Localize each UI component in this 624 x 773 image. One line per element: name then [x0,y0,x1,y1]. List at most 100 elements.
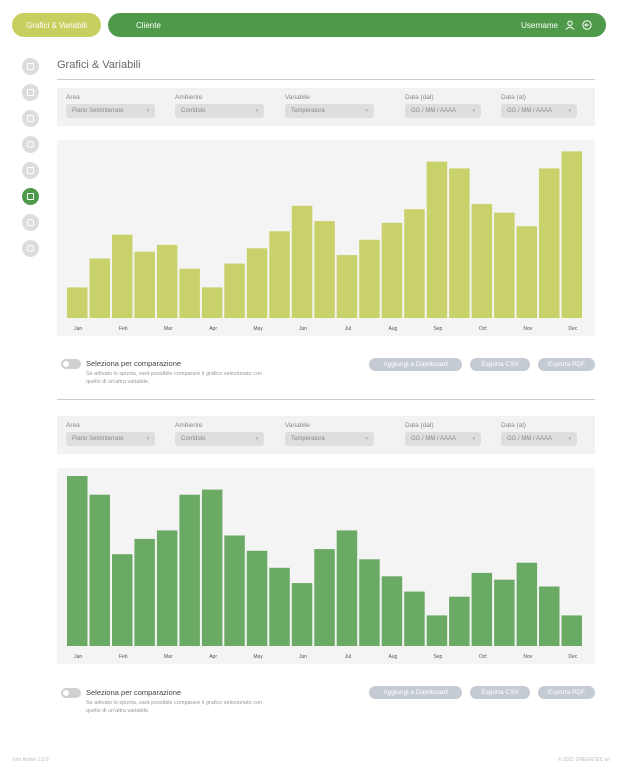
chevron-down-icon: ▾ [365,436,368,442]
bar[interactable] [539,168,560,318]
add-to-dashboard-button[interactable]: Aggiungi a Dashboard [369,358,462,371]
sidebar-item-bell[interactable] [22,214,39,231]
bar[interactable] [516,562,538,646]
data-al-input[interactable]: GG / MM / AAAA ▾ [501,104,577,118]
sidebar-item-settings[interactable] [22,240,39,257]
bar-chart-icon [27,63,34,70]
bar[interactable] [201,287,223,318]
bar[interactable] [156,244,178,318]
ambiente-select[interactable]: Corridoio ▾ [175,432,264,446]
logout-icon[interactable] [582,20,592,30]
bar[interactable] [494,212,515,318]
chevron-down-icon: ▾ [365,108,368,114]
chevron-down-icon: ▾ [568,108,571,114]
variabile-select[interactable]: Temperatura ▾ [285,432,374,446]
bar[interactable] [404,591,425,646]
bar[interactable] [291,205,313,318]
clock-icon [27,141,34,148]
bar[interactable] [201,489,223,646]
add-to-dashboard-button[interactable]: Aggiungi a Dashboard [369,686,462,699]
data-al-input[interactable]: GG / MM / AAAA ▾ [501,432,577,446]
bar[interactable] [156,530,178,646]
chevron-down-icon: ▾ [472,436,475,442]
bar[interactable] [89,494,111,646]
x-tick-label: Sep [433,326,442,332]
compare-description: Se attivato lo spunta, sarà possibile co… [86,371,263,385]
compare-toggle[interactable] [61,688,81,698]
sidebar-item-map[interactable] [22,110,39,127]
export-pdf-button[interactable]: Esporta PDF [538,686,595,699]
bar[interactable] [336,530,358,646]
bar[interactable] [67,476,88,646]
bar[interactable] [134,251,155,318]
chevron-down-icon: ▾ [472,108,475,114]
ambiente-select[interactable]: Corridoio ▾ [175,104,264,118]
bar[interactable] [269,567,290,646]
bar[interactable] [516,226,538,318]
bar[interactable] [314,221,335,318]
bell-icon [27,219,34,226]
area-select[interactable]: Piano Seminterrato ▾ [66,104,155,118]
bar[interactable] [224,263,245,318]
filter-data-al-label: Data (al) [501,94,526,101]
chevron-down-icon: ▾ [146,436,149,442]
bar[interactable] [336,255,358,318]
bar[interactable] [381,576,403,646]
export-csv-button[interactable]: Esporta CSV [470,686,530,699]
sidebar-item-clock[interactable] [22,136,39,153]
x-tick-label: Oct [479,326,487,332]
bar[interactable] [179,268,200,318]
bar[interactable] [112,554,133,646]
divider [57,399,595,400]
bar[interactable] [134,538,155,646]
export-csv-button[interactable]: Esporta CSV [470,358,530,371]
bar[interactable] [291,583,313,646]
filter-data-dal: Data (dal) GG / MM / AAAA ▾ [405,94,481,118]
bar[interactable] [426,161,448,318]
bar[interactable] [404,209,425,318]
bar[interactable] [381,222,403,318]
compare-toggle[interactable] [61,359,81,369]
x-tick-label: Jan [74,654,82,660]
bar[interactable] [246,550,268,646]
bar[interactable] [449,596,470,646]
page-title: Grafici & Variabili [57,59,141,71]
bar[interactable] [67,287,88,318]
bar[interactable] [246,248,268,318]
username-label[interactable]: Username [521,20,558,30]
chevron-down-icon: ▾ [255,436,258,442]
tab-grafici-variabili[interactable]: Grafici & Variabili [12,13,101,37]
bar[interactable] [359,559,380,646]
bar[interactable] [112,234,133,318]
bar[interactable] [561,615,583,646]
user-icon[interactable] [565,20,575,30]
bar-chart-2-svg: Jan Feb Mar Apr May Jun Jul Aug Sep Oct Nov Dec [67,476,583,660]
bar[interactable] [471,204,493,318]
bar[interactable] [224,535,245,647]
sidebar-item-image[interactable] [22,188,39,205]
export-pdf-button[interactable]: Esporta PDF [538,358,595,371]
bar[interactable] [471,572,493,646]
variabile-select[interactable]: Temperatura ▾ [285,104,374,118]
bar[interactable] [426,615,448,646]
data-dal-input[interactable]: GG / MM / AAAA ▾ [405,432,481,446]
bar[interactable] [269,231,290,318]
filter-area: Area Piano Seminterrato ▾ [66,94,155,118]
area-select[interactable]: Piano Seminterrato ▾ [66,432,155,446]
sidebar-item-list[interactable] [22,162,39,179]
sidebar-item-bar-chart[interactable] [22,58,39,75]
bar[interactable] [314,549,335,646]
sidebar-item-book[interactable] [22,84,39,101]
bar[interactable] [494,579,515,646]
chevron-down-icon: ▾ [255,108,258,114]
bar[interactable] [561,151,583,318]
filter-ambiente-label: Ambiente [175,422,203,429]
bar[interactable] [179,494,200,646]
data-dal-input[interactable]: GG / MM / AAAA ▾ [405,104,481,118]
bar[interactable] [449,168,470,318]
bar[interactable] [89,258,111,319]
bar[interactable] [359,239,380,318]
client-name[interactable]: Cliente [136,20,161,30]
filter-data-dal-label: Data (dal) [405,422,434,429]
bar[interactable] [539,586,560,647]
